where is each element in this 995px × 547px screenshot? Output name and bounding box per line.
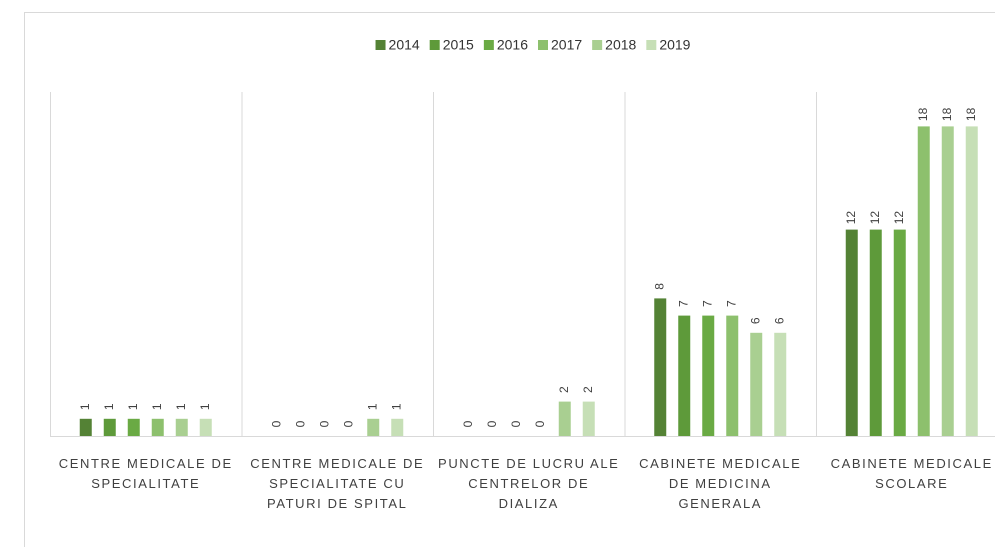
legend: 2014 2015 2016 2017 2018 2019 [375,37,691,53]
data-label: 7 [700,300,714,307]
data-label: 12 [868,211,882,225]
data-label: 12 [844,211,858,225]
data-label: 1 [102,403,116,410]
legend-label: 2016 [497,37,528,53]
bar [965,126,978,437]
data-label: 8 [652,283,666,290]
bar [869,229,882,436]
bar [702,315,715,436]
legend-label: 2017 [551,37,582,53]
data-label: 1 [174,403,188,410]
bar [654,298,667,436]
bar [845,229,858,436]
bar [391,418,404,436]
data-label: 0 [317,420,331,427]
legend-swatch [646,40,657,50]
data-label: 7 [676,300,690,307]
bar [941,126,954,437]
data-label: 1 [150,403,164,410]
data-label: 1 [365,403,379,410]
data-label: 18 [916,107,930,121]
x-tick-label: PUNCTE DE LUCRU ALE CENTRELOR DE DIALIZA [438,456,619,511]
bar [917,126,930,437]
data-label: 2 [581,386,595,393]
x-tick-label: CENTRE MEDICALE DE SPECIALITATE CU PATURI … [250,456,424,511]
x-tick-label: CENTRE MEDICALE DE SPECIALITATE [59,456,233,491]
legend-label: 2015 [443,37,474,53]
data-label: 0 [461,420,475,427]
legend-swatch [375,40,386,50]
bar [367,418,380,436]
bar [127,418,140,436]
bar [893,229,906,436]
legend-swatch [483,40,494,50]
data-label: 6 [748,317,762,324]
legend-swatch [538,40,548,50]
bar [79,418,92,436]
chart-frame [24,12,995,547]
data-label: 12 [892,211,906,225]
data-label: 6 [772,317,786,324]
legend-swatch [429,40,440,50]
data-label: 0 [341,420,355,427]
legend-swatch [592,40,603,50]
x-tick-label: CABINETE MEDICALE DE MEDICINA GENERALA [639,456,801,511]
bar [199,418,212,436]
bar [750,332,763,436]
legend-label: 2014 [389,37,420,53]
bar [151,418,164,436]
bar [558,401,571,436]
bar [678,315,691,436]
data-label: 0 [269,420,283,427]
bar [726,315,739,436]
data-label: 0 [509,420,523,427]
data-label: 1 [198,403,212,410]
legend-label: 2019 [659,37,690,53]
legend-label: 2018 [605,37,636,53]
data-label: 1 [78,403,92,410]
data-label: 7 [724,300,738,307]
data-label: 18 [964,107,978,121]
bar [103,418,116,436]
bar [175,418,188,436]
bar [774,332,787,436]
data-label: 0 [533,420,547,427]
data-label: 1 [126,403,140,410]
x-tick-label: CABINETE MEDICALE SCOLARE [831,456,993,491]
data-label: 0 [293,420,307,427]
data-label: 0 [485,420,499,427]
bar [582,401,595,436]
data-label: 18 [940,107,954,121]
data-label: 1 [389,403,403,410]
data-label: 2 [557,386,571,393]
